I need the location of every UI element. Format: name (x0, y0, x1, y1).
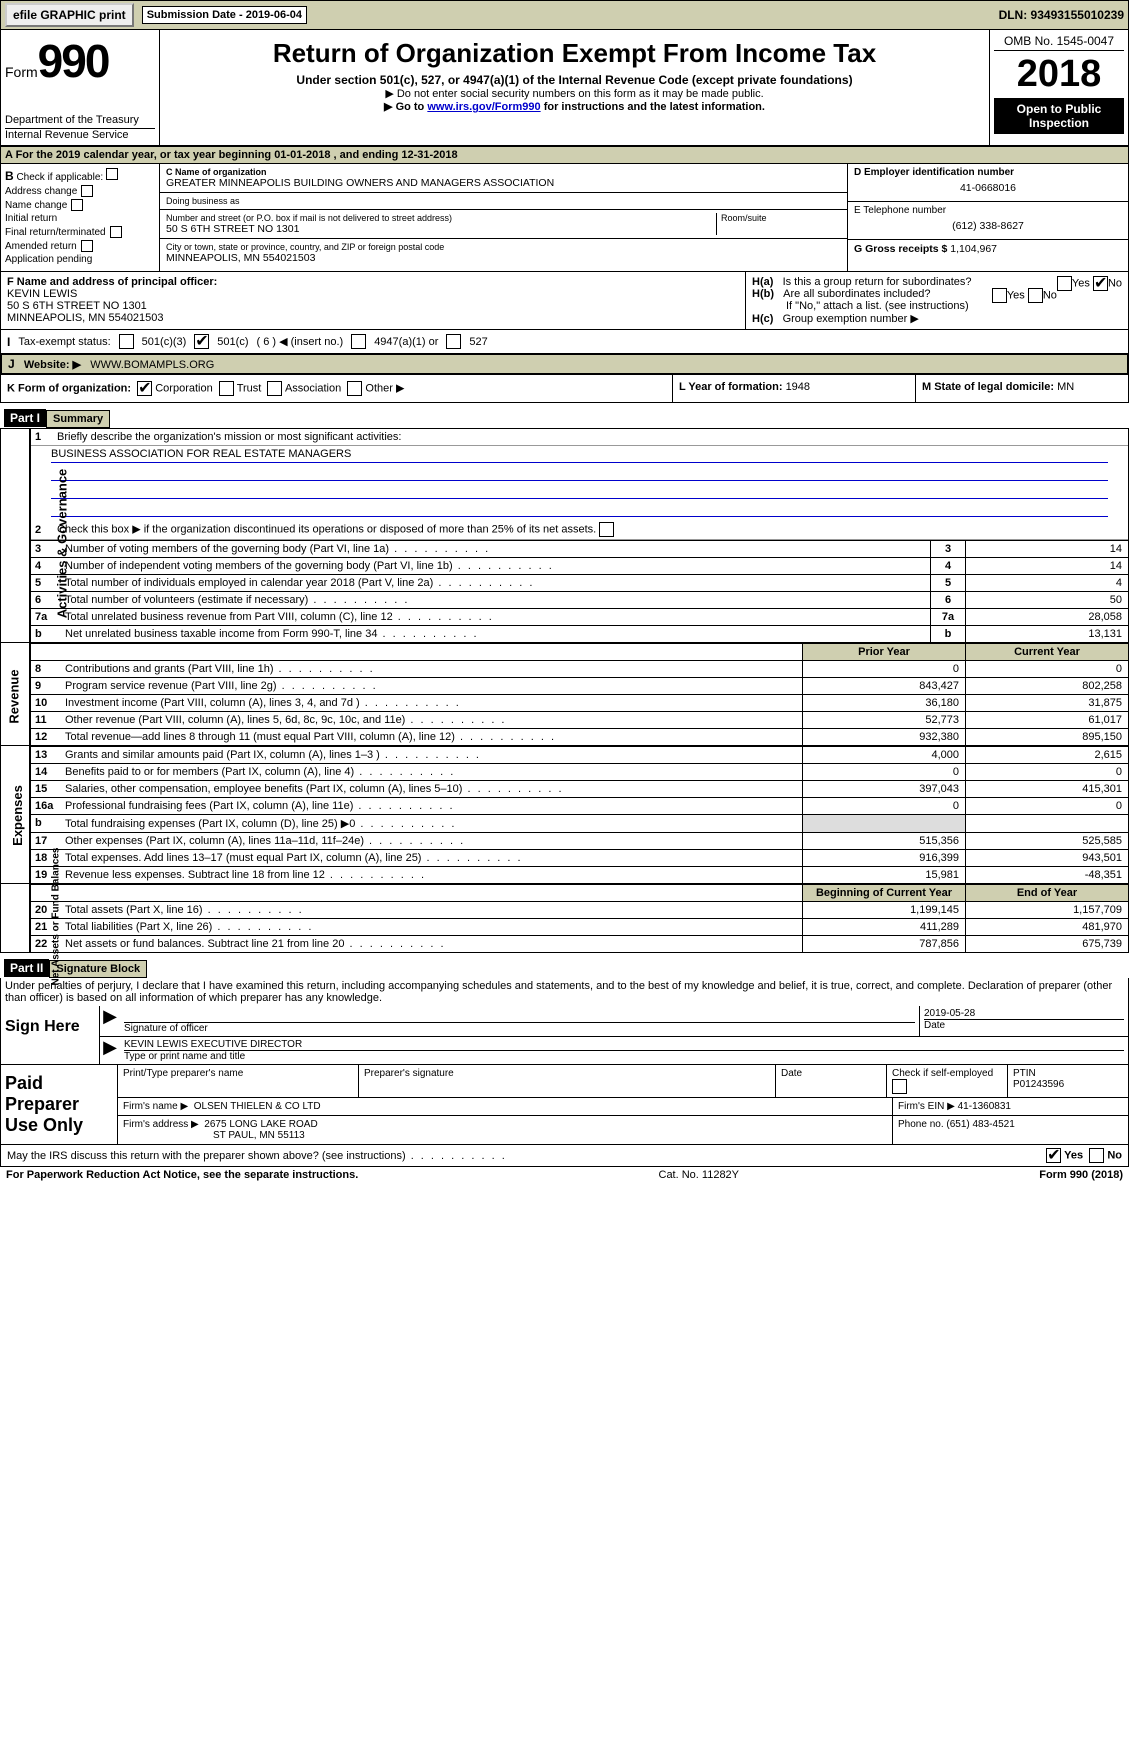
part-i-title: Summary (46, 410, 110, 428)
form-label: Form (5, 64, 38, 80)
part-ii-label: Part II (4, 959, 49, 977)
phone-value: (612) 338-8627 (854, 216, 1122, 236)
col-h-group: H(a) Is this a group return for subordin… (745, 272, 1128, 329)
side-governance: Activities & Governance (54, 468, 69, 618)
website-url: WWW.BOMAMPLS.ORG (90, 359, 214, 371)
gross-receipts: G Gross receipts $ 1,104,967 (848, 240, 1128, 258)
tax-year: 2018 (994, 53, 1124, 96)
ein-value: 41-0668016 (854, 178, 1122, 198)
discuss-row: May the IRS discuss this return with the… (0, 1145, 1129, 1167)
part-ii-title: Signature Block (49, 960, 147, 978)
top-bar: efile GRAPHIC print Submission Date - 20… (0, 0, 1129, 30)
sign-here-label: Sign Here (1, 1006, 99, 1064)
note-ssn: ▶ Do not enter social security numbers o… (164, 87, 985, 100)
part-i-label: Part I (4, 409, 46, 427)
side-revenue: Revenue (7, 669, 22, 723)
page-footer: For Paperwork Reduction Act Notice, see … (0, 1167, 1129, 1183)
row-a-period: A For the 2019 calendar year, or tax yea… (0, 147, 1129, 164)
open-public-badge: Open to Public Inspection (994, 98, 1124, 134)
part-ii-header-row: Part IISignature Block (0, 953, 1129, 978)
paid-preparer-label: Paid Preparer Use Only (1, 1065, 117, 1144)
irs-label: Internal Revenue Service (5, 128, 155, 141)
summary-revenue: Revenue Prior YearCurrent Year 8Contribu… (0, 643, 1129, 746)
summary-netassets: Net Assets or Fund Balances Beginning of… (0, 884, 1129, 953)
dept-label: Department of the Treasury (5, 114, 155, 126)
dba-label: Doing business as (160, 193, 847, 210)
note-link: ▶ Go to www.irs.gov/Form990 for instruct… (164, 100, 985, 113)
irs-link[interactable]: www.irs.gov/Form990 (427, 101, 540, 113)
room-suite-label: Room/suite (716, 213, 841, 235)
perjury-text: Under penalties of perjury, I declare th… (1, 978, 1128, 1006)
summary-governance: Activities & Governance 1Briefly describ… (0, 428, 1129, 643)
form-header: Form990 Department of the Treasury Inter… (0, 30, 1129, 147)
header-right: OMB No. 1545-0047 2018 Open to Public In… (989, 30, 1128, 145)
l-year: L Year of formation: 1948 (672, 375, 915, 402)
section-b-identity: B Check if applicable: Address change Na… (0, 164, 1129, 272)
omb-number: OMB No. 1545-0047 (994, 34, 1124, 51)
row-i-tax-status: I Tax-exempt status: 501(c)(3) 501(c) ( … (0, 330, 1129, 354)
signature-block: Under penalties of perjury, I declare th… (0, 978, 1129, 1145)
preparer-block: Paid Preparer Use Only Print/Type prepar… (1, 1064, 1128, 1144)
org-city: MINNEAPOLIS, MN 554021503 (166, 252, 841, 264)
k-form-org: K Form of organization: Corporation Trus… (1, 375, 672, 402)
summary-expenses: Expenses 13Grants and similar amounts pa… (0, 746, 1129, 884)
org-street: 50 S 6TH STREET NO 1301 (166, 223, 716, 235)
efile-button[interactable]: efile GRAPHIC print (5, 3, 134, 27)
col-c-org: C Name of organization GREATER MINNEAPOL… (160, 164, 847, 271)
form-subtitle: Under section 501(c), 527, or 4947(a)(1)… (164, 73, 985, 87)
col-b-checkboxes: B Check if applicable: Address change Na… (1, 164, 160, 271)
form-number: 990 (38, 35, 109, 87)
header-left: Form990 Department of the Treasury Inter… (1, 30, 160, 145)
col-d-e-g: D Employer identification number 41-0668… (847, 164, 1128, 271)
org-name: GREATER MINNEAPOLIS BUILDING OWNERS AND … (166, 177, 841, 189)
dln-label: DLN: 93493155010239 (999, 8, 1124, 22)
m-state: M State of legal domicile: MN (915, 375, 1128, 402)
part-i-header-row: Part ISummary (0, 403, 1129, 428)
submission-date: Submission Date - 2019-06-04 (142, 6, 307, 24)
row-f-h: F Name and address of principal officer:… (0, 272, 1129, 330)
header-middle: Return of Organization Exempt From Incom… (160, 30, 989, 145)
side-net: Net Assets or Fund Balances (51, 848, 62, 986)
row-k-l-m: K Form of organization: Corporation Trus… (0, 375, 1129, 403)
form-title: Return of Organization Exempt From Incom… (164, 34, 985, 73)
col-f-officer: F Name and address of principal officer:… (1, 272, 745, 329)
mission-text: BUSINESS ASSOCIATION FOR REAL ESTATE MAN… (51, 448, 1108, 463)
side-expenses: Expenses (10, 785, 25, 846)
row-j-website: J Website: ▶ WWW.BOMAMPLS.ORG (0, 354, 1129, 375)
